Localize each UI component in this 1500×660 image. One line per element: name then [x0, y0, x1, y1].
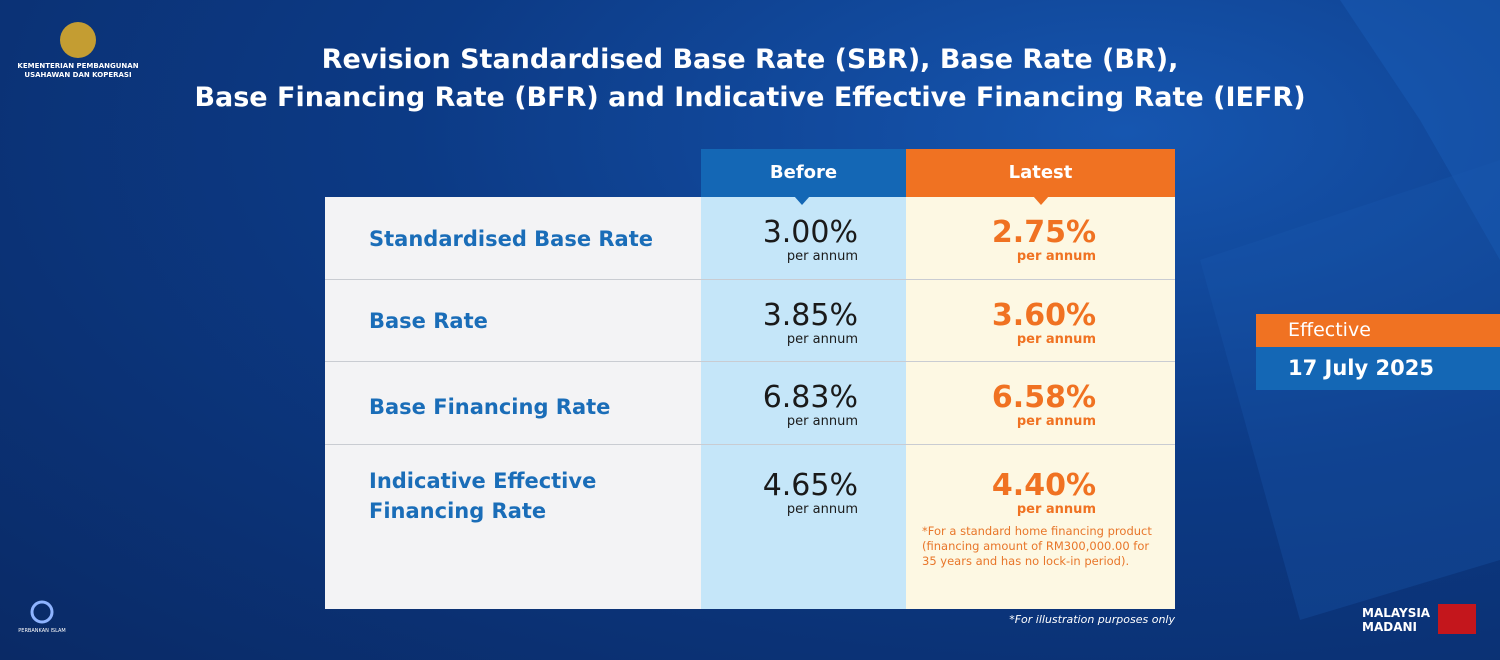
title: Revision Standardised Base Rate (SBR), B…: [321, 44, 1179, 75]
unit: per annum: [786, 332, 858, 347]
row-label: Base Financing Rate: [369, 394, 611, 419]
unit: per annum: [1016, 502, 1096, 517]
latest-value: 3.60%: [991, 298, 1096, 333]
column-header: Latest: [906, 149, 1175, 197]
effective-label: Effective: [1256, 314, 1500, 347]
unit: per annum: [786, 502, 858, 517]
logo-line: MALAYSIA: [1362, 606, 1431, 620]
ministry-name: KEMENTERIAN PEMBANGUNAN: [17, 62, 139, 70]
row-divider: [325, 361, 1175, 362]
before-column: [701, 197, 906, 609]
latest-value: 2.75%: [991, 215, 1096, 250]
latest-column: [906, 197, 1175, 609]
before-value: 3.85%: [762, 298, 858, 333]
logo-text: PERBANKAN ISLAM: [18, 628, 66, 634]
latest-value: 6.58%: [991, 380, 1096, 415]
title: Base Financing Rate (BFR) and Indicative…: [194, 82, 1306, 113]
unit: per annum: [786, 249, 858, 264]
row-label: Standardised Base Rate: [369, 226, 654, 251]
unit: per annum: [1016, 332, 1096, 347]
note: 35 years and has no lock-in period).: [922, 554, 1130, 568]
effective-date: 17 July 2025: [1256, 347, 1500, 390]
column-header: Before: [701, 149, 906, 197]
label-column: [325, 197, 701, 609]
before-value: 3.00%: [762, 215, 858, 250]
row-divider: [325, 279, 1175, 280]
logo-line: MADANI: [1362, 620, 1417, 634]
row-label: Indicative Effective: [369, 469, 597, 493]
ministry-name: USAHAWAN DAN KOPERASI: [24, 71, 132, 79]
before-value: 4.65%: [762, 468, 858, 503]
unit: per annum: [1016, 249, 1096, 264]
unit: per annum: [786, 414, 858, 429]
before-value: 6.83%: [762, 380, 858, 415]
unit: per annum: [1016, 414, 1096, 429]
logo-text: MALAYSIA MADANI: [1362, 606, 1430, 634]
row-divider: [325, 444, 1175, 445]
row-label: Financing Rate: [369, 499, 547, 523]
note: (financing amount of RM300,000.00 for: [922, 539, 1150, 553]
row-label: Base Rate: [369, 309, 488, 333]
footnote: *For illustration purposes only: [1009, 613, 1175, 626]
note: *For a standard home financing product: [922, 524, 1152, 538]
header-pointers: [794, 196, 1049, 205]
latest-value: 4.40%: [991, 468, 1096, 503]
